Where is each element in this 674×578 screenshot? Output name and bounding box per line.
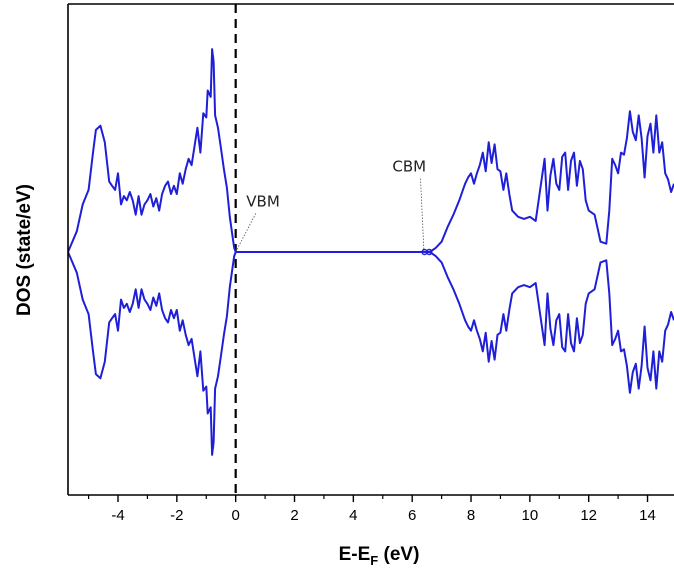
x-axis-title-unit: (eV): [378, 544, 419, 565]
labels-layer: -4 -2 0 2 4 6 8 10 12 14 E-EF (eV) DOS (state/eV) VB…: [14, 157, 656, 568]
cbm-marker-1: [426, 248, 433, 256]
x-tick-label: 14: [639, 507, 656, 524]
x-axis-title: E-EF (eV): [339, 544, 420, 568]
x-tick-label: 2: [290, 507, 298, 524]
cbm-leader-line: [420, 177, 425, 253]
dos-series-down-line: [68, 251, 674, 456]
x-axis-title-main: E-E: [339, 544, 371, 565]
cbm-label: CBM: [392, 157, 426, 175]
axes-layer: [67, 3, 674, 502]
x-tick-label: 4: [349, 507, 357, 524]
x-tick-label: 10: [522, 507, 539, 524]
x-tick-label: 8: [467, 507, 475, 524]
vbm-label: VBM: [246, 192, 280, 210]
x-tick-label: -4: [111, 507, 124, 524]
x-tick-label: 0: [232, 507, 240, 524]
x-tick-label: -2: [170, 507, 183, 524]
y-axis-title: DOS (state/eV): [14, 184, 35, 316]
x-axis-title-subscript: F: [370, 553, 378, 568]
marks-layer: [68, 4, 674, 495]
dos-series-up-line: [68, 48, 674, 253]
vbm-leader-line: [235, 212, 257, 253]
x-tick-label: 12: [580, 507, 597, 524]
x-tick-label: 6: [408, 507, 416, 524]
